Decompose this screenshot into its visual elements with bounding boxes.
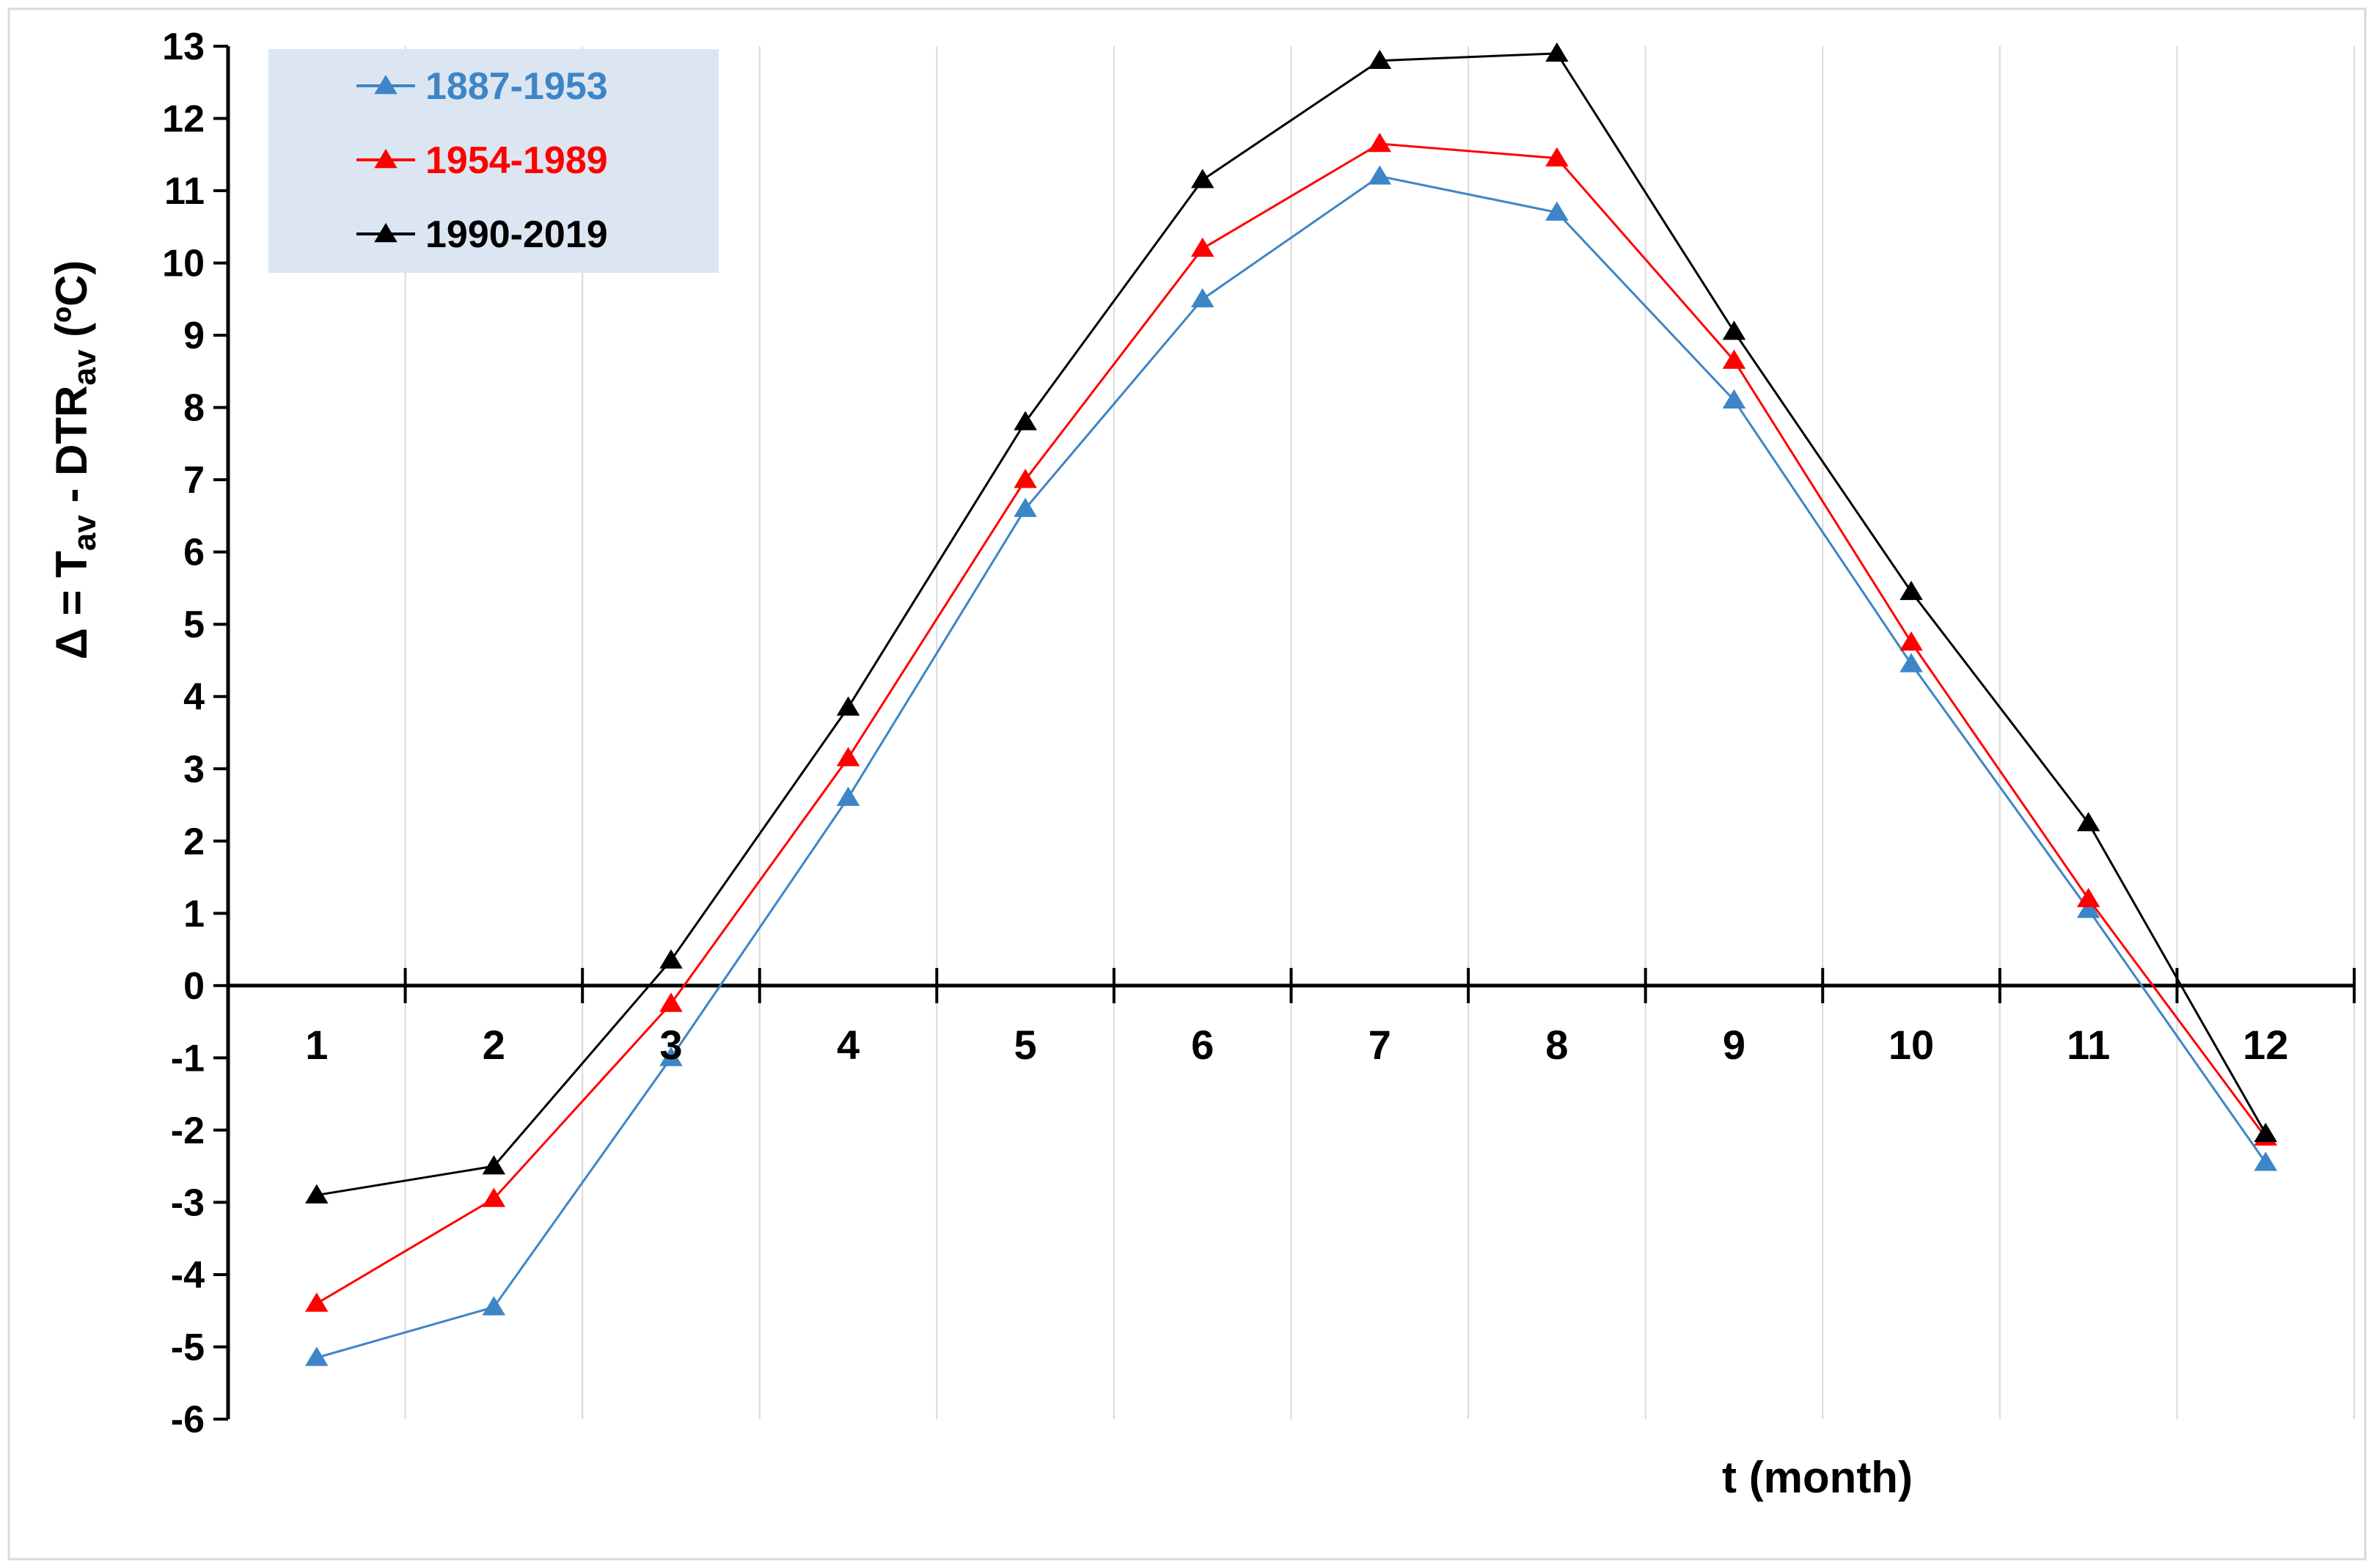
x-tick-label: 12 (2243, 1022, 2288, 1068)
y-tick-label: 5 (183, 604, 205, 646)
data-point (1722, 349, 1746, 369)
legend: 1887-1953 1954-1989 1990-2019 (268, 49, 719, 273)
y-tick-label: 3 (183, 748, 205, 791)
x-tick-label: 5 (1014, 1022, 1037, 1068)
chart-border (7, 7, 2367, 1561)
data-point (1722, 389, 1746, 409)
y-tick-label: -4 (171, 1254, 205, 1297)
gridlines (404, 46, 2355, 1419)
y-tick-label: -6 (171, 1399, 205, 1441)
data-point (305, 1292, 329, 1312)
data-point (1545, 147, 1569, 166)
y-tick-label: 12 (162, 98, 205, 141)
x-tick-label: 9 (1723, 1022, 1745, 1068)
y-tick-label: 0 (183, 965, 205, 1008)
data-point (1899, 580, 1923, 601)
y-tick-label: -1 (171, 1037, 205, 1080)
y-tick-label: -2 (171, 1110, 205, 1152)
y-tick-label: 4 (183, 676, 205, 719)
series-line (316, 142, 2267, 1305)
data-point (1545, 42, 1569, 62)
x-tick-label: 10 (1888, 1022, 1934, 1068)
axes (213, 45, 2356, 1421)
data-point (2254, 1151, 2277, 1171)
y-tick-label: 11 (164, 170, 205, 213)
data-point (659, 949, 683, 969)
data-point (659, 1047, 683, 1066)
legend-marker (374, 149, 398, 169)
data-point (1014, 469, 1037, 488)
legend-label: 1990-2019 (425, 213, 608, 256)
data-point (2254, 1122, 2277, 1143)
data-point (1368, 133, 1392, 153)
x-tick-label: 7 (1369, 1022, 1391, 1068)
legend-marker (374, 223, 398, 243)
x-tick-label: 3 (659, 1022, 682, 1068)
data-point (1190, 237, 1215, 257)
data-point (1545, 201, 1569, 221)
data-point (2076, 812, 2100, 832)
data-point (836, 747, 860, 766)
data-point (1368, 49, 1392, 69)
y-tick-label: 1 (183, 893, 205, 935)
data-point (1190, 169, 1215, 188)
series-1887-1953 (305, 165, 2277, 1366)
legend-background (268, 49, 719, 273)
data-point (305, 1347, 329, 1366)
x-axis-title: t (month) (1722, 1453, 1913, 1502)
x-tick-label: 11 (2067, 1022, 2110, 1068)
data-point (1190, 287, 1215, 308)
legend-marker (374, 75, 398, 95)
x-tick-label: 8 (1545, 1022, 1568, 1068)
y-tick-label: 2 (183, 821, 205, 863)
data-point (482, 1296, 506, 1316)
series-line (316, 175, 2267, 1359)
y-tick-label: 9 (183, 315, 205, 357)
data-point (1368, 165, 1392, 185)
data-point (1899, 653, 1923, 673)
data-point (836, 696, 860, 716)
y-tick-label: 6 (183, 532, 205, 574)
data-point (305, 1184, 329, 1204)
data-point (1014, 411, 1037, 431)
y-tick-label: 8 (183, 387, 205, 430)
legend-label: 1954-1989 (425, 139, 608, 182)
data-point (659, 992, 683, 1012)
y-axis-title: Δ = Tav - DTRav (ºC) (47, 260, 103, 660)
data-point (1722, 320, 1746, 340)
legend-label: 1887-1953 (425, 65, 608, 108)
series-1954-1989 (305, 133, 2277, 1312)
data-point (2076, 898, 2100, 918)
data-point (482, 1155, 506, 1175)
y-tick-label: 7 (183, 459, 205, 502)
data-series (305, 42, 2277, 1366)
y-tick-label: -5 (171, 1326, 205, 1369)
data-point (1899, 631, 1923, 651)
x-tick-label: 4 (837, 1022, 860, 1068)
y-tick-label: 13 (162, 26, 205, 68)
data-point (836, 786, 860, 806)
data-point (1014, 497, 1037, 517)
x-tick-label: 1 (305, 1022, 328, 1068)
data-point (482, 1187, 506, 1207)
data-point (2076, 887, 2100, 907)
series-line (316, 52, 2267, 1197)
x-tick-label: 2 (483, 1022, 505, 1068)
y-tick-label: -3 (171, 1182, 205, 1224)
series-1990-2019 (305, 42, 2277, 1204)
y-tick-label: 10 (162, 243, 205, 285)
x-tick-label: 6 (1191, 1022, 1214, 1068)
